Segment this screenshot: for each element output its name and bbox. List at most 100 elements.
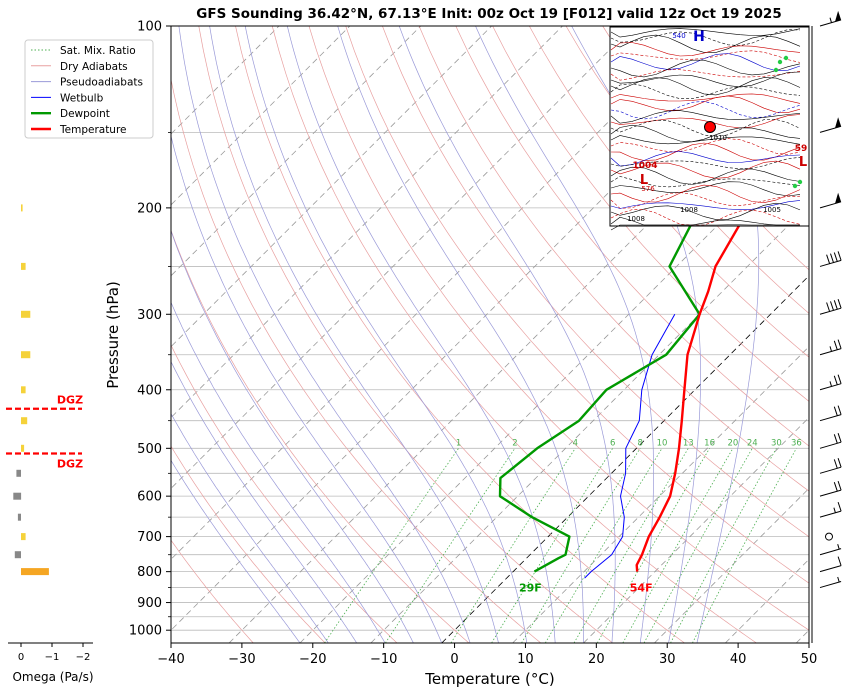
inset-precip	[792, 183, 798, 189]
omega-bar	[13, 492, 22, 500]
wind-barb-flag	[837, 405, 842, 415]
inset-contour	[610, 176, 801, 188]
wind-barb-staff	[819, 19, 842, 27]
x-tick-label: −40	[157, 652, 184, 667]
wind-barb-flag	[833, 252, 838, 262]
x-tick-label: 0	[450, 652, 458, 667]
pseudoadiabat	[178, 26, 471, 643]
x-tick-label: −20	[299, 652, 326, 667]
pseudoadiabat	[171, 301, 386, 643]
inset-contour	[610, 166, 801, 185]
mixing-ratio-label: 13	[683, 439, 694, 449]
mixing-ratio-label: 2	[512, 439, 517, 449]
dry-adiabat	[171, 344, 398, 643]
wind-barb-flag	[837, 556, 842, 566]
inset-contour	[610, 34, 801, 53]
dry-adiabat	[235, 26, 685, 643]
wind-barb-flag	[830, 301, 834, 311]
legend-label: Dry Adiabats	[60, 61, 128, 73]
inset-label-1008-b: 1008	[627, 215, 645, 223]
inset-contour	[610, 28, 801, 38]
wind-barb-half-flag	[837, 576, 840, 583]
wind-barb-half-flag	[829, 346, 832, 352]
wind-barb-flag	[833, 434, 838, 444]
dry-adiabat	[492, 26, 809, 402]
omega-bar	[21, 262, 26, 270]
legend-label: Wetbulb	[60, 92, 104, 104]
y-tick-label: 1000	[129, 624, 162, 639]
inset-contour	[610, 200, 801, 211]
wind-barb-staff	[819, 548, 842, 556]
pseudoadiabat	[171, 134, 443, 643]
dry-adiabat	[345, 26, 809, 584]
pseudoadiabat	[209, 26, 499, 643]
chart-title: GFS Sounding 36.42°N, 67.13°E Init: 00z …	[196, 6, 781, 22]
wind-barb-staff	[819, 307, 842, 315]
inset-contour	[610, 224, 800, 231]
inset-contour	[610, 53, 801, 72]
inset-label-l-west: L	[640, 173, 648, 188]
pseudoadiabat	[690, 26, 760, 643]
omega-bar	[21, 444, 25, 452]
surface-labels: 29F 54F	[519, 582, 653, 595]
isotherm	[654, 487, 809, 643]
omega-tick-label: −2	[76, 652, 91, 663]
wind-barb-staff	[819, 466, 842, 474]
pseudoadiabat	[286, 26, 556, 643]
legend-label: Pseudoadiabats	[60, 77, 143, 89]
omega-bar	[21, 568, 49, 576]
wind-barb-flag	[833, 340, 838, 350]
omega-bar	[14, 551, 21, 559]
wind-barbs	[811, 10, 842, 643]
y-tick-label: 200	[137, 201, 162, 216]
y-tick-label: 400	[137, 383, 162, 398]
omega-bar	[21, 204, 23, 212]
x-axis-label: Temperature (°C)	[424, 670, 554, 688]
mixing-ratio-line	[385, 448, 516, 643]
mixing-ratio-label: 16	[704, 439, 715, 449]
omega-bar	[16, 469, 21, 477]
inset-contour	[610, 114, 801, 129]
wind-barb-flag	[833, 406, 838, 416]
inset-label-59: 59	[795, 144, 808, 154]
inset-contour	[610, 59, 801, 78]
mixing-ratio-line	[643, 448, 753, 643]
legend-label: Temperature	[59, 124, 127, 136]
legend: Sat. Mix. Ratio Dry Adiabats Pseudoadiabat…	[24, 39, 154, 139]
surface-dewpoint-label: 29F	[519, 582, 542, 595]
wind-barb-flag	[837, 374, 842, 384]
isotherm	[228, 62, 809, 643]
wind-barb-half-flag	[833, 507, 836, 513]
isotherm	[299, 133, 809, 643]
inset-map-contours	[610, 28, 803, 231]
x-tick-label: 50	[801, 652, 818, 667]
omega-bar	[21, 351, 31, 359]
wind-barb-flag	[833, 459, 838, 469]
inset-precip	[777, 59, 783, 65]
mixing-ratio-line	[596, 448, 710, 643]
dry-adiabat	[565, 26, 809, 314]
wind-barb-flag	[833, 375, 838, 385]
inset-contour	[610, 95, 801, 113]
inset-contour	[610, 77, 801, 96]
wind-barb-flag	[837, 251, 842, 261]
inset-contour	[610, 135, 801, 145]
wind-barb-flag	[837, 480, 842, 491]
y-axis-label: Pressure (hPa)	[104, 281, 122, 389]
x-tick-label: −10	[370, 652, 397, 667]
mixing-ratio-label: 36	[791, 439, 802, 449]
inset-contour	[610, 202, 801, 220]
isotherm	[583, 416, 809, 643]
dgz-label: DGZ	[57, 458, 83, 471]
y-tick-label: 300	[137, 308, 162, 323]
mixing-ratio-line	[491, 448, 614, 643]
mixing-ratio-line	[324, 448, 459, 643]
inset-precip	[783, 55, 789, 61]
wind-barb-flag	[826, 254, 831, 264]
dry-adiabat	[528, 26, 809, 358]
background-lines	[171, 26, 809, 643]
isotherm	[441, 275, 809, 643]
omega-panel: Omega (Pa/s) 0 −1 −2 DGZ DGZ	[6, 204, 94, 684]
dry-adiabat	[382, 26, 809, 538]
wind-barb-pennant	[835, 117, 842, 128]
